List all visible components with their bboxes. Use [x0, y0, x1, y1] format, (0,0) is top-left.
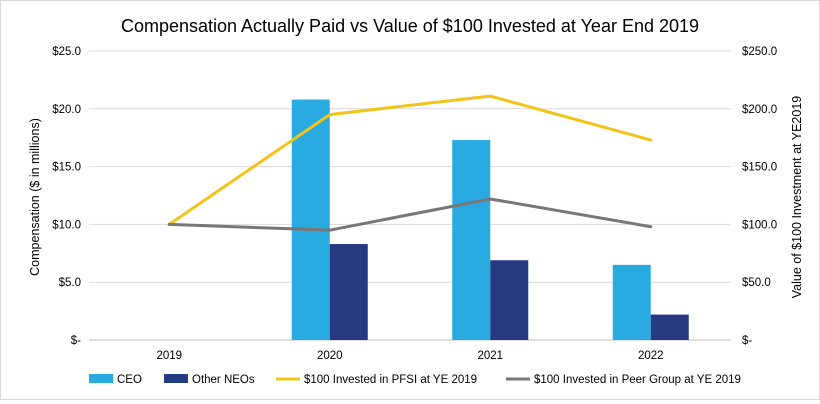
legend-item: Other NEOs [164, 374, 255, 386]
bar-other-neos [490, 260, 529, 340]
y-left-tick-label: $- [71, 335, 81, 347]
y-right-tick-label: $150.0 [742, 162, 777, 174]
y-left-tick-label: $5.0 [59, 277, 81, 289]
y-right-tick-label: $250.0 [742, 46, 777, 58]
line-pfsi [167, 94, 653, 226]
legend: CEO Other NEOs $100 Invested in PFSI at YE… [89, 374, 741, 386]
bar-ceo [612, 264, 651, 340]
y-right-tick-label: $- [742, 335, 752, 347]
y-right-tick-label: $50.0 [742, 277, 771, 289]
x-tick-label: 2022 [638, 350, 664, 362]
y-left-tick-label: $10.0 [52, 219, 81, 231]
legend-swatch [89, 374, 113, 383]
legend-label: Other NEOs [192, 374, 255, 386]
legend-label: $100 Invested in Peer Group at YE 2019 [534, 374, 741, 386]
bar-ceo [452, 140, 491, 340]
axes: $- $- $5.0 $50.0 $10.0 $100.0 $15.0 $150.0 $20.0… [52, 46, 777, 362]
bar-series [291, 99, 689, 340]
bar-other-neos [650, 314, 689, 340]
y-left-tick-label: $15.0 [52, 162, 81, 174]
legend-item: CEO [89, 374, 142, 386]
y-right-tick-label: $200.0 [742, 104, 777, 116]
y-left-tick-label: $25.0 [52, 46, 81, 58]
legend-item: $100 Invested in Peer Group at YE 2019 [506, 374, 741, 386]
y-left-tick-label: $20.0 [52, 104, 81, 116]
line-peer-group [167, 197, 653, 232]
legend-swatch [164, 374, 188, 383]
legend-label: CEO [117, 374, 142, 386]
chart-title: Compensation Actually Paid vs Value of $… [121, 16, 699, 36]
x-tick-label: 2020 [317, 350, 343, 362]
legend-label: $100 Invested in PFSI at YE 2019 [304, 374, 477, 386]
y-axis-right-label: Value of $100 Investment at YE2019 [790, 96, 804, 299]
x-tick-label: 2021 [477, 350, 503, 362]
x-tick-label: 2019 [156, 350, 182, 362]
y-right-tick-label: $100.0 [742, 219, 777, 231]
bar-other-neos [329, 244, 368, 340]
y-axis-left-label: Compensation ($ in millions) [28, 118, 42, 276]
line-series [167, 94, 653, 232]
bar-ceo [291, 99, 330, 340]
legend-item: $100 Invested in PFSI at YE 2019 [276, 374, 477, 386]
